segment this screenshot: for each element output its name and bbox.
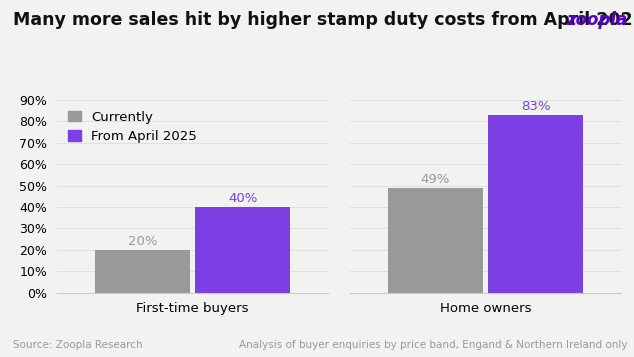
Bar — [488, 115, 583, 293]
Text: zoopla: zoopla — [566, 11, 628, 29]
Text: Analysis of buyer enquiries by price band, Engand & Northern Ireland only: Analysis of buyer enquiries by price ban… — [239, 340, 628, 350]
Text: Many more sales hit by higher stamp duty costs from April 2025: Many more sales hit by higher stamp duty… — [13, 11, 634, 29]
Text: Source: Zoopla Research: Source: Zoopla Research — [13, 340, 142, 350]
Text: 49%: 49% — [421, 173, 450, 186]
Bar — [195, 207, 290, 293]
Legend: Currently, From April 2025: Currently, From April 2025 — [63, 106, 201, 147]
Bar — [95, 250, 190, 293]
Bar — [388, 188, 483, 293]
Text: 40%: 40% — [228, 192, 257, 205]
Text: 20%: 20% — [128, 235, 157, 248]
Text: 83%: 83% — [521, 100, 550, 113]
